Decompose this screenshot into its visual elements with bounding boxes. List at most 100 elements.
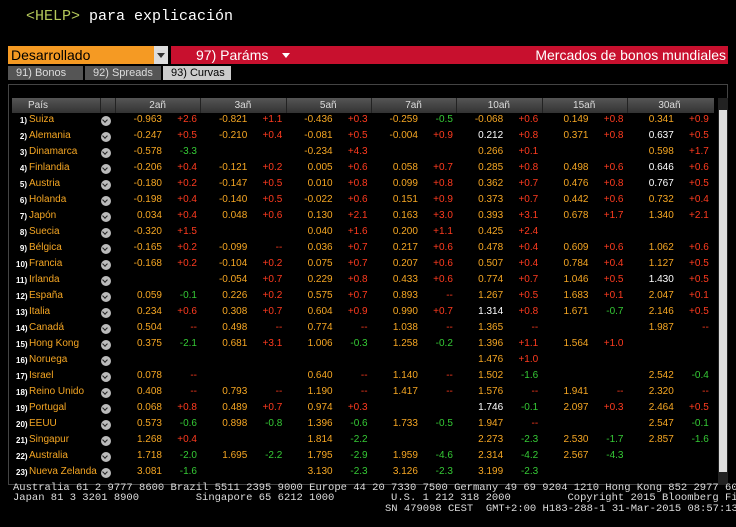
tab[interactable]: 93) Curvas (163, 66, 231, 80)
yield: 0.433 (392, 274, 418, 285)
row-menu-icon[interactable] (101, 372, 111, 382)
yield: 0.010 (307, 178, 333, 189)
row-number: 18) (16, 388, 28, 397)
row-menu-icon[interactable] (101, 404, 111, 414)
yield: 2.547 (648, 418, 674, 429)
country[interactable]: Francia (29, 258, 63, 269)
row-menu-icon[interactable] (101, 212, 111, 222)
tab[interactable]: 91) Bonos (8, 66, 83, 80)
row-number: 19) (16, 404, 28, 413)
change: +0.7 (518, 178, 539, 189)
yield: 0.226 (222, 290, 248, 301)
row-menu-icon[interactable] (101, 324, 111, 334)
change: -- (190, 386, 197, 397)
change: +0.1 (689, 290, 709, 301)
country[interactable]: Dinamarca (29, 146, 78, 157)
country[interactable]: Japón (29, 210, 57, 221)
change: +1.1 (433, 226, 453, 237)
yield: -0.165 (133, 242, 162, 253)
country[interactable]: Reino Unido (29, 386, 85, 397)
row-number: 12) (16, 292, 28, 301)
row-menu-icon[interactable] (101, 164, 111, 174)
yield: -0.821 (218, 114, 248, 125)
yield: -0.247 (133, 130, 162, 141)
yield: 0.793 (222, 386, 248, 397)
dropdown-arrow[interactable] (154, 46, 168, 64)
change: +0.6 (347, 194, 368, 205)
row-menu-icon[interactable] (101, 452, 111, 462)
scroll-thumb[interactable] (719, 110, 727, 472)
yield: 0.375 (136, 338, 162, 349)
row-menu-icon[interactable] (101, 468, 111, 478)
row-menu-icon[interactable] (101, 196, 111, 206)
row-menu-icon[interactable] (101, 356, 111, 366)
help-key[interactable]: <HELP> (26, 8, 81, 25)
country[interactable]: Israel (29, 370, 54, 381)
change: +0.7 (262, 306, 283, 317)
change: -2.1 (179, 338, 197, 349)
yield: 0.163 (392, 210, 418, 221)
change: +3.1 (262, 338, 283, 349)
country[interactable]: Suecia (29, 226, 60, 237)
yield: 0.371 (563, 130, 589, 141)
country[interactable]: Suiza (29, 114, 55, 125)
country[interactable]: España (29, 290, 63, 301)
country[interactable]: Australia (29, 450, 68, 461)
row-menu-icon[interactable] (101, 276, 111, 286)
country[interactable]: Italia (29, 306, 51, 317)
country[interactable]: Hong Kong (29, 338, 80, 349)
row-menu-icon[interactable] (101, 340, 111, 350)
country[interactable]: Austria (29, 178, 61, 189)
row-menu-icon[interactable] (101, 132, 111, 142)
row-menu-icon[interactable] (101, 148, 111, 158)
change: +1.0 (518, 354, 539, 365)
country[interactable]: Portugal (29, 402, 67, 413)
change: +0.7 (347, 258, 368, 269)
country[interactable]: Singapur (29, 434, 70, 445)
country[interactable]: Holanda (29, 194, 67, 205)
row-menu-icon[interactable] (101, 244, 111, 254)
country[interactable]: EEUU (29, 418, 57, 429)
row-menu-icon[interactable] (101, 308, 111, 318)
country[interactable]: Alemania (29, 130, 71, 141)
params-button[interactable]: 97) Paráms (196, 47, 269, 63)
row-menu-icon[interactable] (101, 180, 111, 190)
row-menu-icon[interactable] (101, 420, 111, 430)
country[interactable]: Finlandia (29, 162, 70, 173)
change: +0.3 (347, 114, 368, 125)
country[interactable]: Canadá (29, 322, 65, 333)
row-menu-icon[interactable] (101, 436, 111, 446)
change: +0.1 (518, 146, 539, 157)
change: +0.5 (689, 306, 709, 317)
row-menu-icon[interactable] (101, 388, 111, 398)
yield: 2.146 (648, 306, 674, 317)
country[interactable]: Nueva Zelanda (29, 466, 97, 477)
row-menu-icon[interactable] (101, 116, 111, 126)
country[interactable]: Bélgica (29, 242, 62, 253)
tab[interactable]: 92) Spreads (85, 66, 161, 80)
yield: 2.273 (478, 434, 504, 445)
yield: 0.234 (136, 306, 162, 317)
column-separator (541, 98, 543, 113)
country[interactable]: Irlanda (29, 274, 60, 285)
country[interactable]: Noruega (29, 354, 68, 365)
row-menu-icon[interactable] (101, 260, 111, 270)
change: +0.3 (347, 402, 368, 413)
yield: 2.314 (478, 450, 504, 461)
row-menu-icon[interactable] (101, 228, 111, 238)
region-dropdown[interactable]: Desarrollado (8, 46, 154, 64)
yield: 0.048 (222, 210, 248, 221)
yield: 1.062 (648, 242, 674, 253)
change: -0.8 (265, 418, 283, 429)
yield: -0.099 (218, 242, 248, 253)
yield: 1.140 (392, 370, 418, 381)
row-menu-icon[interactable] (101, 292, 111, 302)
yield: -0.180 (133, 178, 162, 189)
change: +0.4 (262, 130, 283, 141)
title-bar (171, 46, 728, 64)
params-arrow[interactable] (282, 53, 290, 58)
column-header: 7añ (405, 100, 422, 111)
row-number: 13) (16, 308, 28, 317)
yield: 2.530 (563, 434, 589, 445)
column-header: 15añ (573, 100, 596, 111)
